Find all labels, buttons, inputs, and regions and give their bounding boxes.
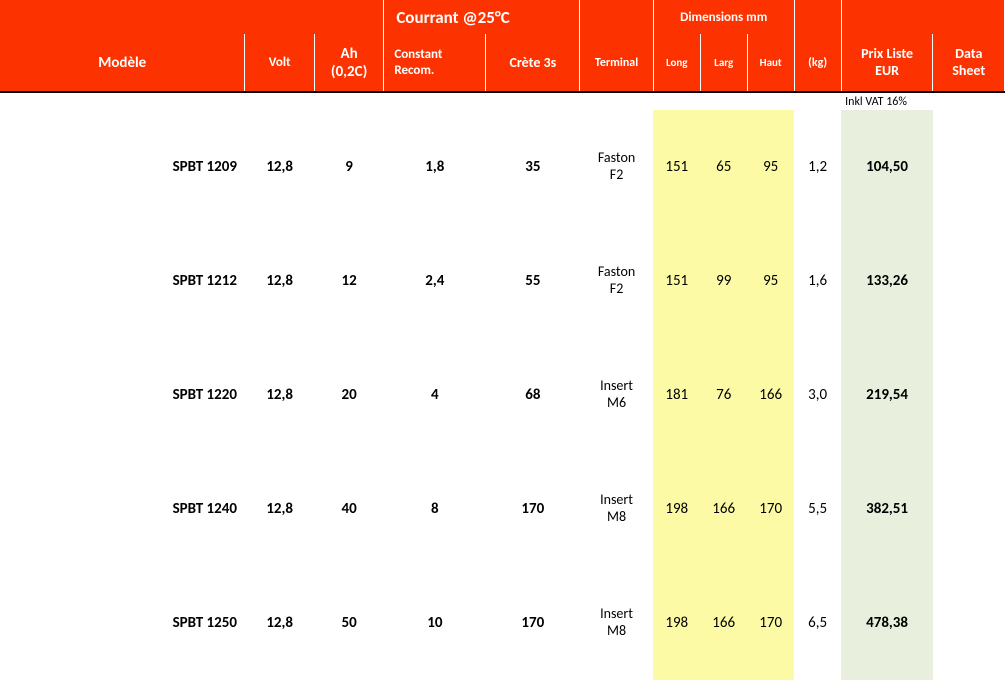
- header-group-dimensions: Dimensions mm: [653, 0, 794, 34]
- cell-volt: 12,8: [245, 566, 314, 680]
- cell-volt: 12,8: [245, 110, 314, 224]
- cell-datasheet: [933, 338, 1005, 452]
- header-volt: Volt: [245, 34, 314, 92]
- cell-crete: 170: [486, 452, 580, 566]
- header-datasheet-line1: Data: [955, 45, 982, 62]
- cell-model: SPBT 1212: [0, 224, 245, 338]
- header-prix: Prix Liste EUR: [841, 34, 933, 92]
- vat-note: Inkl VAT 16%: [841, 92, 1004, 110]
- table-row: SPBT 120912,891,835FastonF215165951,2104…: [0, 110, 1005, 224]
- cell-larg: 65: [700, 110, 747, 224]
- cell-ah: 12: [314, 224, 383, 338]
- vat-note-row: Inkl VAT 16%: [0, 92, 1005, 110]
- cell-prix: 382,51: [841, 452, 933, 566]
- cell-volt: 12,8: [245, 452, 314, 566]
- cell-volt: 12,8: [245, 224, 314, 338]
- cell-volt: 12,8: [245, 338, 314, 452]
- cell-ah: 40: [314, 452, 383, 566]
- header-ah: Ah (0,2C): [314, 34, 383, 92]
- cell-constant: 1,8: [384, 110, 486, 224]
- cell-crete: 35: [486, 110, 580, 224]
- cell-crete: 68: [486, 338, 580, 452]
- header-constant: Constant Recom.: [384, 34, 486, 92]
- header-kg: (kg): [794, 34, 841, 92]
- cell-haut: 95: [747, 224, 794, 338]
- header-model: Modèle: [0, 34, 245, 92]
- cell-datasheet: [933, 110, 1005, 224]
- cell-ah: 9: [314, 110, 383, 224]
- cell-haut: 170: [747, 566, 794, 680]
- header-terminal: Terminal: [580, 34, 653, 92]
- cell-constant: 10: [384, 566, 486, 680]
- cell-kg: 1,6: [794, 224, 841, 338]
- table-row: SPBT 124012,8408170InsertM81981661705,53…: [0, 452, 1005, 566]
- header-ah-line2: (0,2C): [331, 63, 367, 81]
- cell-long: 151: [653, 110, 700, 224]
- cell-larg: 99: [700, 224, 747, 338]
- header-prix-line1: Prix Liste: [861, 45, 913, 62]
- header-group-row: Courrant @25°C Dimensions mm: [0, 0, 1005, 34]
- header-datasheet: Data Sheet: [933, 34, 1005, 92]
- cell-ah: 50: [314, 566, 383, 680]
- cell-long: 151: [653, 224, 700, 338]
- cell-constant: 4: [384, 338, 486, 452]
- cell-ah: 20: [314, 338, 383, 452]
- cell-haut: 170: [747, 452, 794, 566]
- cell-crete: 55: [486, 224, 580, 338]
- cell-terminal: InsertM6: [580, 338, 653, 452]
- cell-larg: 76: [700, 338, 747, 452]
- cell-terminal: InsertM8: [580, 452, 653, 566]
- cell-larg: 166: [700, 452, 747, 566]
- cell-datasheet: [933, 566, 1005, 680]
- header-prix-line2: EUR: [875, 62, 899, 79]
- table-row: SPBT 122012,820468InsertM6181761663,0219…: [0, 338, 1005, 452]
- cell-model: SPBT 1240: [0, 452, 245, 566]
- spec-table: Courrant @25°C Dimensions mm Modèle Volt…: [0, 0, 1005, 680]
- cell-crete: 170: [486, 566, 580, 680]
- cell-datasheet: [933, 452, 1005, 566]
- cell-kg: 1,2: [794, 110, 841, 224]
- header-crete: Crète 3s: [486, 34, 580, 92]
- cell-larg: 166: [700, 566, 747, 680]
- header-datasheet-line2: Sheet: [952, 62, 985, 79]
- header-long: Long: [653, 34, 700, 92]
- cell-kg: 6,5: [794, 566, 841, 680]
- table-body: SPBT 120912,891,835FastonF215165951,2104…: [0, 110, 1005, 680]
- cell-prix: 219,54: [841, 338, 933, 452]
- cell-haut: 166: [747, 338, 794, 452]
- cell-kg: 5,5: [794, 452, 841, 566]
- cell-terminal: FastonF2: [580, 110, 653, 224]
- cell-long: 198: [653, 566, 700, 680]
- cell-terminal: FastonF2: [580, 224, 653, 338]
- cell-model: SPBT 1220: [0, 338, 245, 452]
- cell-prix: 104,50: [841, 110, 933, 224]
- header-ah-line1: Ah: [341, 45, 358, 63]
- header-columns-row: Modèle Volt Ah (0,2C) Constant Recom. Cr…: [0, 34, 1005, 92]
- cell-constant: 8: [384, 452, 486, 566]
- table-row: SPBT 121212,8122,455FastonF215199951,613…: [0, 224, 1005, 338]
- header-constant-line2: Recom.: [394, 63, 434, 78]
- cell-long: 181: [653, 338, 700, 452]
- header-constant-line1: Constant: [394, 47, 442, 62]
- cell-model: SPBT 1250: [0, 566, 245, 680]
- header-larg: Larg: [700, 34, 747, 92]
- table-row: SPBT 125012,85010170InsertM81981661706,5…: [0, 566, 1005, 680]
- cell-model: SPBT 1209: [0, 110, 245, 224]
- cell-terminal: InsertM8: [580, 566, 653, 680]
- cell-haut: 95: [747, 110, 794, 224]
- cell-prix: 478,38: [841, 566, 933, 680]
- header-haut: Haut: [747, 34, 794, 92]
- cell-constant: 2,4: [384, 224, 486, 338]
- cell-long: 198: [653, 452, 700, 566]
- cell-prix: 133,26: [841, 224, 933, 338]
- cell-kg: 3,0: [794, 338, 841, 452]
- cell-datasheet: [933, 224, 1005, 338]
- header-group-current: Courrant @25°C: [384, 0, 580, 34]
